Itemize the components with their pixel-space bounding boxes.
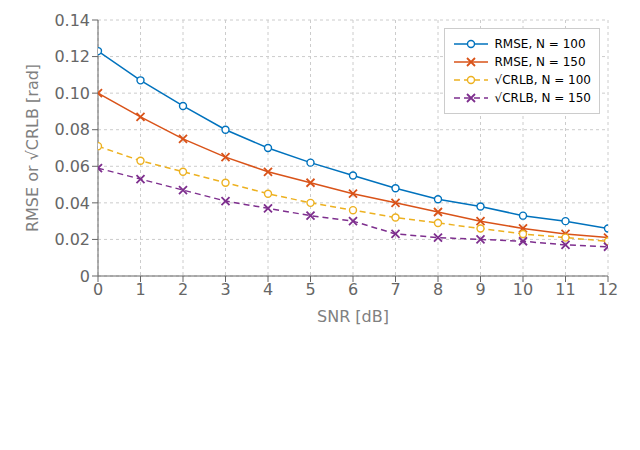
svg-text:0.12: 0.12 bbox=[54, 47, 90, 66]
svg-text:6: 6 bbox=[348, 280, 358, 299]
svg-text:SNR [dB]: SNR [dB] bbox=[317, 307, 389, 326]
svg-text:10: 10 bbox=[513, 280, 533, 299]
html-text:√CRLB, N = 100: √CRLB, N = 100 bbox=[494, 73, 591, 87]
svg-text:0: 0 bbox=[80, 267, 90, 286]
svg-text:RMSE or √CRLB [rad]: RMSE or √CRLB [rad] bbox=[23, 64, 42, 232]
svg-text:0.06: 0.06 bbox=[54, 157, 90, 176]
svg-text:0.14: 0.14 bbox=[54, 11, 90, 30]
html-text:RMSE, N = 100: RMSE, N = 100 bbox=[494, 37, 586, 51]
svg-text:4: 4 bbox=[263, 280, 273, 299]
svg-text:3: 3 bbox=[220, 280, 230, 299]
html-text:√CRLB, N = 150: √CRLB, N = 150 bbox=[494, 91, 591, 105]
svg-text:0: 0 bbox=[93, 280, 103, 299]
svg-text:8: 8 bbox=[433, 280, 443, 299]
html-text:RMSE, N = 150: RMSE, N = 150 bbox=[494, 55, 586, 69]
svg-text:0.02: 0.02 bbox=[54, 230, 90, 249]
svg-text:12: 12 bbox=[598, 280, 618, 299]
svg-text:1: 1 bbox=[135, 280, 145, 299]
svg-text:7: 7 bbox=[390, 280, 400, 299]
svg-text:0.08: 0.08 bbox=[54, 120, 90, 139]
svg-text:11: 11 bbox=[555, 280, 575, 299]
svg-text:0.10: 0.10 bbox=[54, 84, 90, 103]
svg-text:2: 2 bbox=[178, 280, 188, 299]
svg-text:5: 5 bbox=[305, 280, 315, 299]
svg-text:0.04: 0.04 bbox=[54, 194, 90, 213]
svg-text:9: 9 bbox=[475, 280, 485, 299]
